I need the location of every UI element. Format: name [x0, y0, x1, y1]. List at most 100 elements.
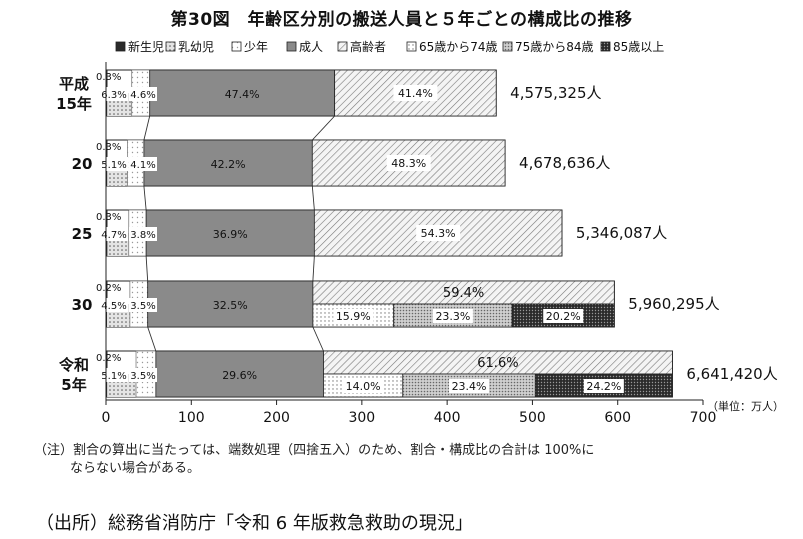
footnote-line-2: ならない場合がある。	[70, 461, 201, 476]
bar-youth-label: 4.6%	[130, 90, 155, 101]
bar-total-label: 5,960,295人	[628, 295, 719, 313]
bar-total-label: 4,678,636人	[519, 154, 610, 172]
bar-elderly-sub-label-bg	[543, 309, 584, 323]
bar-elderly-sub-label: 15.9%	[336, 310, 371, 323]
x-tick-label: 500	[519, 410, 546, 426]
bar-elderly-sub-label: 23.4%	[452, 380, 487, 393]
chart-title: 第30図 年齢区分別の搬送人員と５年ごとの構成比の推移	[170, 10, 633, 30]
legend-swatch	[165, 41, 176, 52]
connector-line	[147, 326, 157, 352]
unit-label: （単位：万人）	[707, 399, 784, 413]
bar-adult-label: 29.6%	[222, 369, 257, 382]
bar-infant-label-bg	[100, 368, 128, 382]
category-label-line-1: 平成	[59, 75, 89, 93]
connector-line	[311, 115, 335, 141]
bar-infant-label: 4.7%	[101, 230, 126, 241]
category-label-line-2: 15年	[56, 95, 92, 113]
connector-line	[312, 326, 324, 352]
bar-adult-label: 47.4%	[225, 88, 260, 101]
x-tick-label: 300	[348, 410, 375, 426]
chart: 新生児 乳幼児 少年 成人 高齢者 65歳から74歳 75歳から84歳 85歳以上 47.4%…	[56, 39, 784, 426]
bar-adult-label: 32.5%	[213, 299, 248, 312]
bar-infant-label-bg	[100, 87, 128, 101]
bar-infant-label-bg	[100, 298, 128, 312]
bar-youth-label-bg	[129, 87, 157, 101]
bar-elderly-label: 48.3%	[391, 157, 426, 170]
bar-elderly-sub-label: 24.2%	[586, 380, 621, 393]
bar-total-label: 4,575,325人	[510, 84, 601, 102]
connector-line	[311, 185, 315, 211]
x-tick-label: 0	[102, 410, 111, 426]
bar-newborn-label: 0.3%	[96, 72, 121, 83]
bar-elderly-label: 61.6%	[477, 356, 518, 371]
legend-swatch	[337, 41, 348, 52]
connector-line	[312, 255, 315, 282]
legend-label: 乳幼児	[178, 40, 214, 54]
x-tick-label: 600	[604, 410, 631, 426]
x-tick-label: 100	[178, 410, 205, 426]
legend-swatch	[231, 41, 242, 52]
x-tick-label: 200	[263, 410, 290, 426]
bar-newborn-label: 0.3%	[96, 142, 121, 153]
bar-elderly-label: 54.3%	[421, 227, 456, 240]
bar-elderly-sub-label: 23.3%	[435, 310, 470, 323]
x-axis: 0 100 200 300 400 500 600 700（単位：万人）	[102, 62, 784, 426]
bar-elderly-sub-label: 14.0%	[346, 380, 381, 393]
legend-swatch	[286, 41, 297, 52]
footnote-line-1: （注）割合の算出に当たっては、端数処理（四捨五入）のため、割合・構成比の合計は …	[34, 443, 595, 458]
bar-youth-label-bg	[129, 227, 157, 241]
bar-infant-label: 6.3%	[101, 90, 126, 101]
source-note: （出所）総務省消防庁「令和 6 年版救急救助の現況」	[36, 513, 473, 534]
bar-adult	[149, 69, 336, 117]
x-tick-label: 400	[434, 410, 461, 426]
bar-youth-label: 4.1%	[130, 160, 155, 171]
bar-elderly-sub-label-bg	[449, 379, 490, 393]
legend-label: 高齢者	[350, 39, 386, 54]
bar-total-label: 6,641,420人	[686, 365, 777, 383]
bar-newborn-label: 0.2%	[96, 283, 121, 294]
bar-adult	[155, 350, 324, 398]
bar-youth-label: 3.5%	[130, 301, 155, 312]
footnote: （注）割合の算出に当たっては、端数処理（四捨五入）のため、割合・構成比の合計は …	[34, 442, 594, 478]
legend-swatch	[502, 41, 513, 52]
bar-adult	[143, 139, 313, 187]
bar-elderly-sub-label-bg	[432, 309, 473, 323]
category-label: 20	[72, 155, 93, 173]
legend-label: 85歳以上	[613, 40, 664, 54]
legend-swatch	[600, 41, 611, 52]
legend-label: 65歳から74歳	[419, 40, 498, 54]
bar-youth-label-bg	[129, 157, 157, 171]
bar-youth-label-bg	[129, 298, 157, 312]
bar-adult-label: 36.9%	[213, 228, 248, 241]
bar-elderly-sub-label-bg	[333, 309, 374, 323]
legend-swatch	[406, 41, 417, 52]
connector-line	[143, 185, 147, 211]
bar-youth-label: 3.5%	[130, 371, 155, 382]
bars: 47.4% 41.4% 0.3% 6.3% 4.6% 4,575,325人 平成 15年 42.…	[56, 69, 778, 398]
bar-youth-label-bg	[129, 368, 157, 382]
category-label: 25	[72, 225, 93, 243]
bar-elderly-label: 59.4%	[443, 286, 484, 301]
legend-swatch	[115, 41, 126, 52]
bar-youth-label: 3.8%	[130, 230, 155, 241]
bar-infant-label: 5.1%	[101, 371, 126, 382]
category-label-line-2: 5年	[61, 376, 86, 394]
bar-elderly-sub-label: 20.2%	[546, 310, 581, 323]
connector-line	[145, 255, 149, 282]
legend-label: 新生児	[128, 39, 164, 54]
connector-lines	[143, 115, 335, 352]
connector-line	[143, 115, 151, 141]
bar-adult-label: 42.2%	[211, 158, 246, 171]
bar-elderly-label-bg	[416, 225, 461, 241]
x-tick-label: 700	[690, 410, 717, 426]
category-label-line-1: 令和	[59, 356, 89, 374]
bar-elderly-label-bg	[393, 85, 438, 101]
legend-label: 75歳から84歳	[515, 40, 594, 54]
legend-label: 成人	[299, 40, 323, 54]
bar-elderly-sub-label-bg	[583, 379, 624, 393]
bar-adult	[147, 280, 314, 328]
bar-infant-label: 4.5%	[101, 301, 126, 312]
category-label: 30	[72, 296, 93, 314]
bar-infant-label-bg	[100, 157, 128, 171]
bar-elderly-sub-label-bg	[343, 379, 384, 393]
